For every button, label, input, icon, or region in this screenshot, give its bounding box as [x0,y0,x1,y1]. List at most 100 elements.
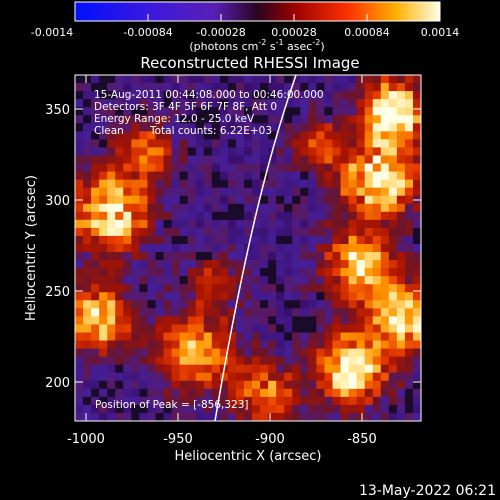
image-pixel [348,155,358,165]
image-pixel [404,252,414,261]
image-pixel [300,123,309,132]
image-pixel [284,211,293,221]
image-pixel [372,332,382,342]
image-pixel [171,99,181,108]
image-pixel [340,219,350,229]
image-pixel [235,115,245,124]
image-pixel [99,227,108,237]
image-pixel [99,324,108,333]
image-pixel [115,284,124,293]
image-pixel [348,348,358,358]
image-pixel [131,300,140,309]
image-pixel [276,107,285,116]
image-pixel [268,268,277,277]
image-pixel [364,139,374,148]
image-pixel [219,203,229,213]
image-pixel [276,260,285,269]
image-pixel [332,332,342,342]
image-pixel [227,340,237,350]
image-pixel [316,308,325,317]
image-pixel [155,268,165,277]
image-pixel [332,404,342,414]
image-pixel [300,203,309,213]
image-pixel [99,316,108,325]
image-pixel [227,292,237,301]
image-pixel [412,147,421,156]
image-pixel [99,91,108,100]
image-pixel [300,91,309,100]
image-pixel [284,324,293,333]
image-pixel [155,235,165,245]
image-pixel [380,83,390,92]
image-pixel [308,332,317,342]
image-pixel [195,308,205,317]
image-pixel [348,396,358,406]
image-pixel [211,123,221,132]
image-pixel [404,203,414,213]
image-pixel [388,227,398,237]
image-pixel [75,91,84,100]
image-pixel [211,340,221,350]
image-pixel [380,268,390,277]
image-pixel [348,308,358,317]
image-pixel [139,260,148,269]
image-pixel [227,147,237,156]
image-pixel [284,308,293,317]
image-pixel [131,332,140,342]
image-pixel [324,276,333,285]
image-pixel [179,372,189,382]
image-pixel [187,131,197,140]
image-pixel [115,396,124,406]
image-pixel [252,300,261,309]
image-pixel [187,356,197,366]
image-pixel [107,123,116,132]
image-pixel [276,91,285,100]
image-pixel [147,316,156,325]
image-pixel [211,396,221,406]
image-pixel [75,75,84,84]
image-pixel [123,332,132,342]
image-pixel [356,147,366,156]
image-pixel [203,268,213,277]
image-pixel [292,115,301,124]
image-pixel [99,292,108,301]
image-pixel [324,91,333,100]
image-pixel [155,332,165,342]
image-pixel [308,260,317,269]
image-pixel [364,356,374,366]
image-pixel [203,243,213,253]
image-pixel [139,284,148,293]
image-pixel [316,284,325,293]
image-pixel [300,364,309,374]
image-pixel [179,179,189,189]
image-pixel [75,131,84,140]
image-pixel [243,404,253,414]
image-pixel [131,115,140,124]
image-pixel [203,91,213,100]
image-pixel [219,171,229,181]
image-pixel [83,219,92,229]
image-pixel [300,163,309,173]
image-pixel [340,211,350,221]
image-pixel [75,316,84,325]
image-pixel [123,308,132,317]
image-pixel [179,340,189,350]
image-pixel [187,115,197,124]
image-pixel [227,348,237,358]
image-pixel [107,268,116,277]
image-pixel [83,115,92,124]
image-pixel [292,292,301,301]
image-pixel [332,235,342,245]
image-pixel [219,107,229,116]
image-pixel [107,276,116,285]
image-pixel [380,316,390,325]
image-pixel [75,123,84,132]
image-pixel [163,195,173,205]
image-pixel [155,340,165,350]
image-pixel [91,155,100,165]
image-pixel [219,235,229,245]
image-pixel [235,252,245,261]
image-pixel [107,179,116,189]
image-pixel [308,147,317,156]
image-pixel [107,155,116,165]
